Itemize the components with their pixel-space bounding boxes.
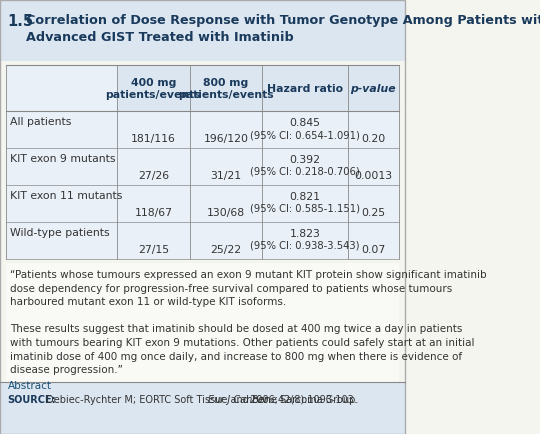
FancyBboxPatch shape: [6, 263, 399, 382]
Text: 0.25: 0.25: [361, 207, 386, 217]
FancyBboxPatch shape: [0, 0, 405, 62]
Text: 0.20: 0.20: [361, 133, 386, 143]
Text: 196/120: 196/120: [204, 133, 248, 143]
Text: All patients: All patients: [10, 117, 72, 127]
Text: 0.392: 0.392: [289, 155, 321, 164]
FancyBboxPatch shape: [0, 382, 405, 434]
Text: Abstract: Abstract: [8, 380, 51, 390]
Text: (95% CI: 0.654-1.091): (95% CI: 0.654-1.091): [250, 130, 360, 140]
Text: (95% CI: 0.938-3.543): (95% CI: 0.938-3.543): [251, 240, 360, 250]
Text: 0.07: 0.07: [361, 244, 386, 254]
Text: SOURCE:: SOURCE:: [8, 394, 56, 404]
Text: 181/116: 181/116: [131, 133, 176, 143]
Text: Eur J Cancer: Eur J Cancer: [208, 394, 268, 404]
Text: 2006;42(8):1093-103.: 2006;42(8):1093-103.: [247, 394, 357, 404]
Text: p-value: p-value: [350, 84, 396, 94]
Text: Debiec-Rychter M; EORTC Soft Tissue and Bone Sarcoma Group.: Debiec-Rychter M; EORTC Soft Tissue and …: [44, 394, 362, 404]
Text: 118/67: 118/67: [134, 207, 172, 217]
Text: 27/15: 27/15: [138, 244, 169, 254]
Text: 0.845: 0.845: [289, 118, 321, 128]
Text: Hazard ratio: Hazard ratio: [267, 84, 343, 94]
Text: 27/26: 27/26: [138, 170, 169, 180]
FancyBboxPatch shape: [6, 66, 399, 260]
Text: 0.821: 0.821: [289, 191, 321, 201]
Text: 31/21: 31/21: [211, 170, 241, 180]
Text: 1.5: 1.5: [8, 14, 33, 29]
Text: KIT exon 9 mutants: KIT exon 9 mutants: [10, 154, 116, 164]
Text: 800 mg
patients/events: 800 mg patients/events: [178, 78, 274, 100]
Text: 400 mg
patients/events: 400 mg patients/events: [105, 78, 201, 100]
Text: Wild-type patients: Wild-type patients: [10, 227, 110, 237]
Text: KIT exon 11 mutants: KIT exon 11 mutants: [10, 191, 123, 201]
Text: “Patients whose tumours expressed an exon 9 mutant KIT protein show significant : “Patients whose tumours expressed an exo…: [10, 270, 487, 375]
Text: (95% CI: 0.218-0.706): (95% CI: 0.218-0.706): [250, 167, 360, 177]
Text: (95% CI: 0.585-1.151): (95% CI: 0.585-1.151): [250, 204, 360, 214]
FancyBboxPatch shape: [117, 66, 399, 112]
Text: 1.823: 1.823: [290, 228, 321, 238]
Text: 25/22: 25/22: [211, 244, 241, 254]
Text: Correlation of Dose Response with Tumor Genotype Among Patients with
Advanced GI: Correlation of Dose Response with Tumor …: [26, 14, 540, 44]
Text: 130/68: 130/68: [207, 207, 245, 217]
Text: 0.0013: 0.0013: [354, 170, 393, 180]
